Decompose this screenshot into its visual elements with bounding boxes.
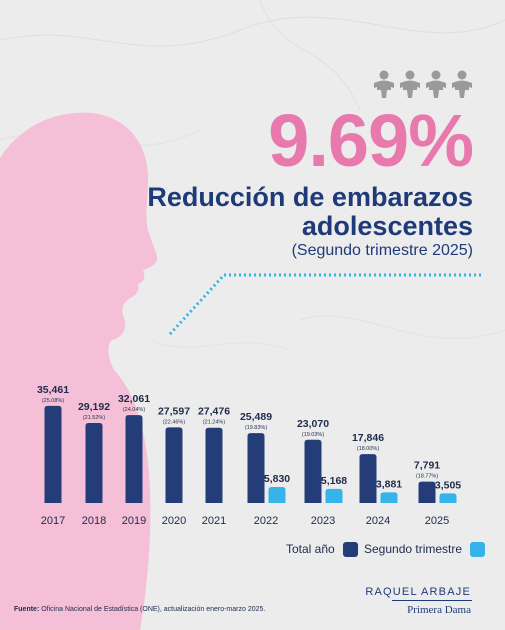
- label-pct-2022: (19.83%): [245, 425, 267, 431]
- bar-q2-2022: [268, 487, 286, 503]
- brand-divider: [392, 600, 472, 601]
- bar-total-2018: [85, 423, 103, 503]
- label-total-2024: 17,846: [352, 432, 384, 444]
- baby-icon: [452, 70, 472, 98]
- value-labels: 35,461 (25.08%) 29,192 (21.52%) 32,061 (24.04…: [37, 384, 461, 492]
- tick-2024: 2024: [366, 515, 390, 527]
- legend-q2-label: Segundo trimestre: [364, 542, 463, 556]
- label-pct-2019: (24.04%): [123, 407, 145, 413]
- brand-name: RAQUEL ARBAJE: [365, 586, 471, 598]
- label-total-2023: 23,070: [297, 418, 329, 430]
- bar-total-2021: [205, 427, 223, 503]
- label-total-2020: 27,597: [158, 405, 190, 417]
- label-total-2021: 27,476: [198, 406, 230, 418]
- tick-2022: 2022: [254, 515, 278, 527]
- headline: Reducción de embarazos adolescentes: [147, 182, 473, 241]
- x-axis-ticks: 2017 2018 2019 2020 2021 2022 2023 2024 2025: [41, 515, 449, 527]
- label-pct-2025: (18.77%): [416, 474, 438, 480]
- bar-total-2022: [247, 433, 265, 503]
- reduction-percentage: 9.69%: [268, 99, 474, 182]
- brand-role: Primera Dama: [407, 604, 471, 616]
- label-pct-2020: (22.46%): [163, 419, 185, 425]
- bar-q2-2025: [439, 493, 457, 503]
- label-total-2017: 35,461: [37, 384, 69, 396]
- bar-total-2025: [418, 481, 436, 503]
- series-q2: [268, 487, 457, 503]
- bar-total-2020: [165, 427, 183, 503]
- tick-2020: 2020: [162, 515, 186, 527]
- label-pct-2017: (25.08%): [42, 398, 64, 404]
- bar-total-2023: [304, 439, 322, 503]
- baby-icon: [426, 70, 446, 98]
- baby-icon-row: [374, 70, 472, 98]
- label-total-2018: 29,192: [78, 401, 110, 413]
- bar-q2-2023: [325, 488, 343, 503]
- tick-2023: 2023: [311, 515, 335, 527]
- label-q2-2025: 3,505: [435, 479, 461, 491]
- bar-total-2024: [359, 454, 377, 503]
- legend-total-swatch: [342, 541, 358, 557]
- legend-total: Total año: [286, 540, 358, 558]
- legend-q2: Segundo trimestre: [364, 540, 486, 558]
- label-q2-2022: 5,830: [264, 473, 290, 485]
- label-q2-2024: 3,881: [376, 478, 402, 490]
- source-note: Fuente: Oficina Nacional de Estadística …: [14, 606, 265, 613]
- source-label: Fuente:: [14, 606, 40, 613]
- label-q2-2023: 5,168: [321, 475, 347, 487]
- tick-2025: 2025: [425, 515, 449, 527]
- legend-total-label: Total año: [286, 542, 335, 556]
- label-pct-2024: (18.00%): [357, 446, 379, 452]
- label-pct-2023: (19.03%): [302, 432, 324, 438]
- tick-2021: 2021: [202, 515, 226, 527]
- source-text: Oficina Nacional de Estadística (ONE), a…: [41, 606, 266, 613]
- silhouette-shape: [0, 112, 158, 630]
- tick-2018: 2018: [82, 515, 106, 527]
- legend-q2-swatch: [470, 541, 486, 557]
- bar-q2-2024: [380, 492, 398, 503]
- bar-total-2019: [125, 415, 143, 503]
- label-pct-2021: (21.24%): [203, 420, 225, 426]
- baby-icon: [374, 70, 394, 98]
- label-total-2025: 7,791: [414, 460, 440, 472]
- label-total-2022: 25,489: [240, 411, 272, 423]
- series-total: [44, 405, 436, 503]
- tick-2019: 2019: [122, 515, 146, 527]
- baby-icon: [400, 70, 420, 98]
- bar-total-2017: [44, 405, 62, 503]
- tick-2017: 2017: [41, 515, 65, 527]
- label-total-2019: 32,061: [118, 393, 150, 405]
- label-pct-2018: (21.52%): [83, 415, 105, 421]
- period-label: (Segundo trimestre 2025): [291, 242, 473, 259]
